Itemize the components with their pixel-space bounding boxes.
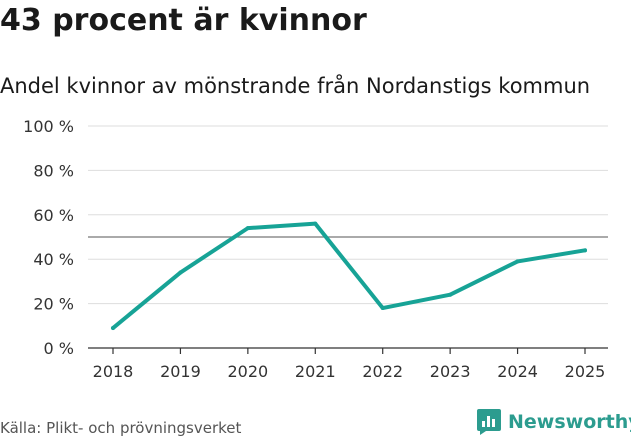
series-layer xyxy=(111,221,587,331)
bar-chart-speech-icon xyxy=(477,409,501,435)
series-line xyxy=(111,221,587,331)
x-tick-label: 2020 xyxy=(227,362,268,381)
x-axis xyxy=(88,347,608,354)
grid-lines xyxy=(88,125,608,305)
data-point xyxy=(178,270,183,275)
x-tick-label: 2022 xyxy=(362,362,403,381)
data-point xyxy=(245,226,250,231)
data-point xyxy=(448,292,453,297)
x-tick-label: 2025 xyxy=(565,362,606,381)
data-point xyxy=(380,306,385,311)
y-tick-label: 80 % xyxy=(33,161,74,180)
data-point xyxy=(515,259,520,264)
chart-subtitle: Andel kvinnor av mönstrande från Nordans… xyxy=(0,74,591,98)
data-point xyxy=(313,221,318,226)
x-tick-label: 2023 xyxy=(430,362,471,381)
y-tick-label: 20 % xyxy=(33,295,74,314)
chart-title: 43 procent är kvinnor xyxy=(0,3,367,38)
x-tick-label: 2021 xyxy=(295,362,336,381)
source-note: Källa: Plikt- och prövningsverket xyxy=(0,419,242,437)
y-tick-label: 60 % xyxy=(33,206,74,225)
data-point xyxy=(583,248,587,253)
y-tick-label: 100 % xyxy=(23,117,74,136)
x-axis-labels: 2018 2019 2020 2021 2022 2023 2024 2025 xyxy=(93,362,606,381)
brand-logo: Newsworthy xyxy=(476,407,631,437)
x-tick-label: 2024 xyxy=(497,362,538,381)
x-tick-label: 2018 xyxy=(93,362,134,381)
x-tick-label: 2019 xyxy=(160,362,201,381)
data-point xyxy=(111,326,115,331)
line-chart: 0 % 20 % 40 % 60 % 80 % 100 % 2018 2019 2020 202… xyxy=(23,117,608,381)
y-axis-labels: 0 % 20 % 40 % 60 % 80 % 100 % xyxy=(23,117,74,358)
brand-name: Newsworthy xyxy=(508,411,631,433)
y-tick-label: 0 % xyxy=(44,339,74,358)
y-tick-label: 40 % xyxy=(33,250,74,269)
